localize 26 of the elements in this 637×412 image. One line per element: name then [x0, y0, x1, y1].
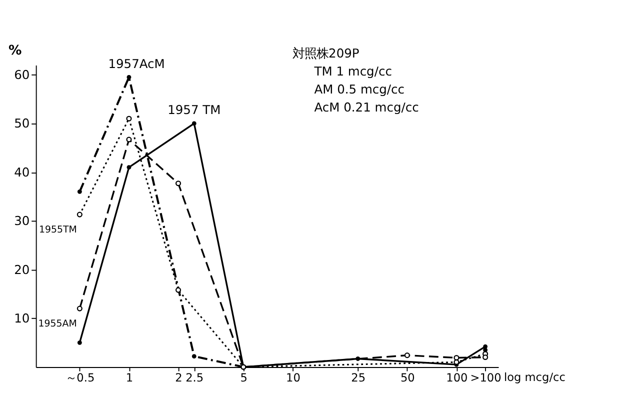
x-axis-title: log mcg/cc — [504, 370, 566, 384]
series-label: 1955TM — [38, 224, 77, 236]
x-tick-label: 10 — [286, 370, 300, 385]
y-tick-label: 10 — [14, 312, 30, 326]
x-tick-label: ～0.5 — [66, 370, 95, 385]
x-tick-label: 2 — [175, 370, 182, 385]
series-label: 1957AcM — [108, 56, 165, 71]
x-tick-label: 50 — [400, 370, 415, 385]
y-tick-label: 60 — [14, 68, 30, 82]
x-tick-label: 100 — [446, 370, 468, 385]
annotation: AcM 0.21 mcg/cc — [314, 100, 419, 114]
y-tick-label: 20 — [14, 262, 30, 277]
x-tick-label: >100 — [470, 370, 502, 385]
annotation: AM 0.5 mcg/cc — [314, 82, 405, 96]
y-axis-title: % — [8, 44, 22, 59]
y-tick-label: 50 — [14, 116, 30, 131]
annotation: TM 1 mcg/cc — [313, 64, 392, 78]
series-label: 1957 TM — [168, 103, 221, 118]
y-tick-label: 40 — [14, 165, 30, 180]
x-tick-label: 2.5 — [186, 370, 204, 385]
x-tick-label: 5 — [240, 370, 248, 385]
x-tick-label: 1 — [126, 370, 134, 385]
text: 対照株209P — [292, 46, 360, 60]
x-tick-label: 25 — [351, 370, 366, 385]
series-label: 1955AM — [38, 318, 77, 330]
y-tick-label: 30 — [14, 214, 30, 228]
